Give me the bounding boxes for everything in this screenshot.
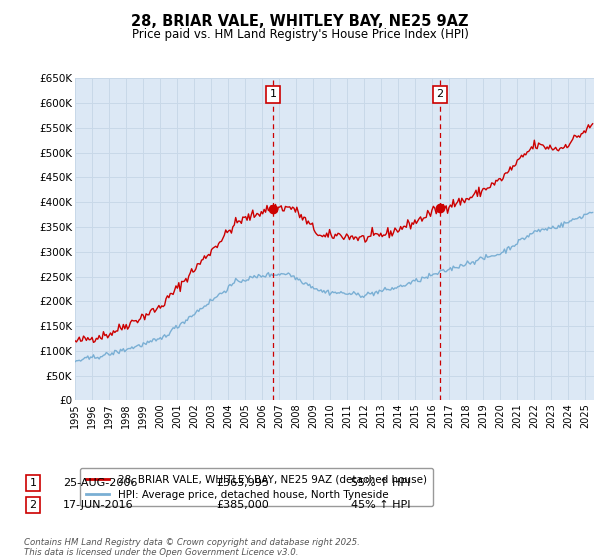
Text: £385,000: £385,000 [216,500,269,510]
Text: 45% ↑ HPI: 45% ↑ HPI [351,500,410,510]
Legend: 28, BRIAR VALE, WHITLEY BAY, NE25 9AZ (detached house), HPI: Average price, deta: 28, BRIAR VALE, WHITLEY BAY, NE25 9AZ (d… [80,468,433,506]
Text: 2: 2 [29,500,37,510]
Text: Price paid vs. HM Land Registry's House Price Index (HPI): Price paid vs. HM Land Registry's House … [131,28,469,41]
Text: 1: 1 [29,478,37,488]
Text: £363,995: £363,995 [216,478,269,488]
Text: 28, BRIAR VALE, WHITLEY BAY, NE25 9AZ: 28, BRIAR VALE, WHITLEY BAY, NE25 9AZ [131,14,469,29]
Text: 2: 2 [437,89,444,99]
Text: Contains HM Land Registry data © Crown copyright and database right 2025.
This d: Contains HM Land Registry data © Crown c… [24,538,360,557]
Text: 55% ↑ HPI: 55% ↑ HPI [351,478,410,488]
Text: 1: 1 [270,89,277,99]
Text: 17-JUN-2016: 17-JUN-2016 [63,500,134,510]
Text: 25-AUG-2006: 25-AUG-2006 [63,478,137,488]
